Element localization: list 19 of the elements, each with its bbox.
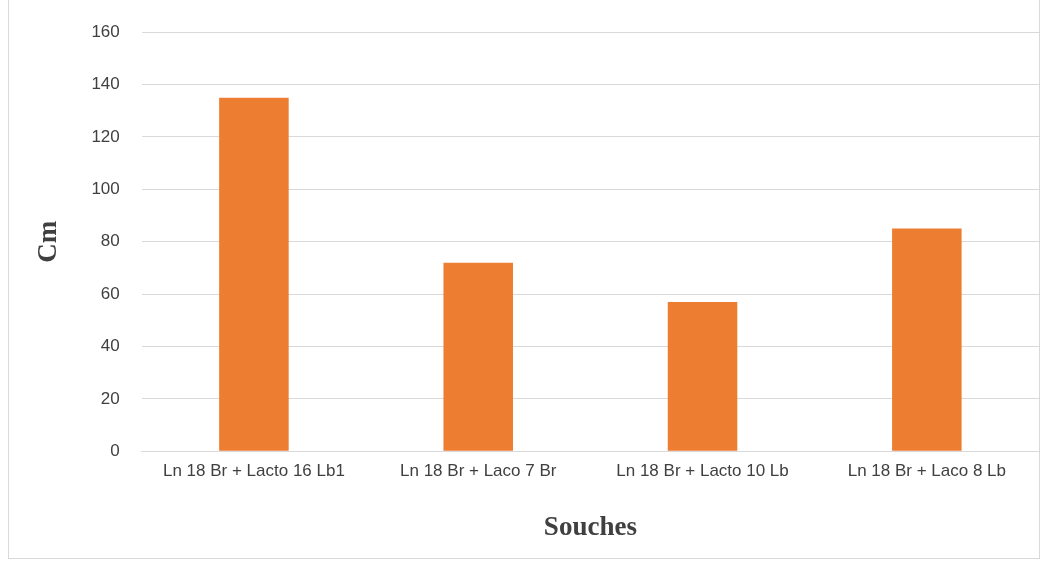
y-tick-label: 160	[91, 21, 120, 41]
y-tick-label: 80	[100, 231, 120, 251]
y-tick-label: 40	[100, 336, 120, 356]
y-tick-label: 100	[91, 179, 120, 199]
y-tick-label: 0	[110, 440, 120, 460]
y-tick-label: 120	[91, 126, 120, 146]
y-tick-label: 60	[100, 283, 120, 303]
bar	[892, 228, 962, 451]
x-tick-label: Ln 18 Br + Laco 7 Br	[400, 461, 557, 481]
bar	[443, 262, 513, 451]
x-axis-title: Souches	[543, 510, 637, 541]
bar	[219, 97, 289, 451]
bar	[667, 301, 738, 451]
x-tick-label: Ln 18 Br + Lacto 16 Lb1	[162, 461, 345, 481]
x-tick-label: Ln 18 Br + Laco 8 Lb	[847, 461, 1006, 481]
y-axis-title: Cm	[32, 220, 63, 263]
y-tick-label: 140	[91, 74, 120, 94]
x-tick-label: Ln 18 Br + Lacto 10 Lb	[616, 461, 789, 481]
y-tick-label: 20	[100, 388, 120, 408]
